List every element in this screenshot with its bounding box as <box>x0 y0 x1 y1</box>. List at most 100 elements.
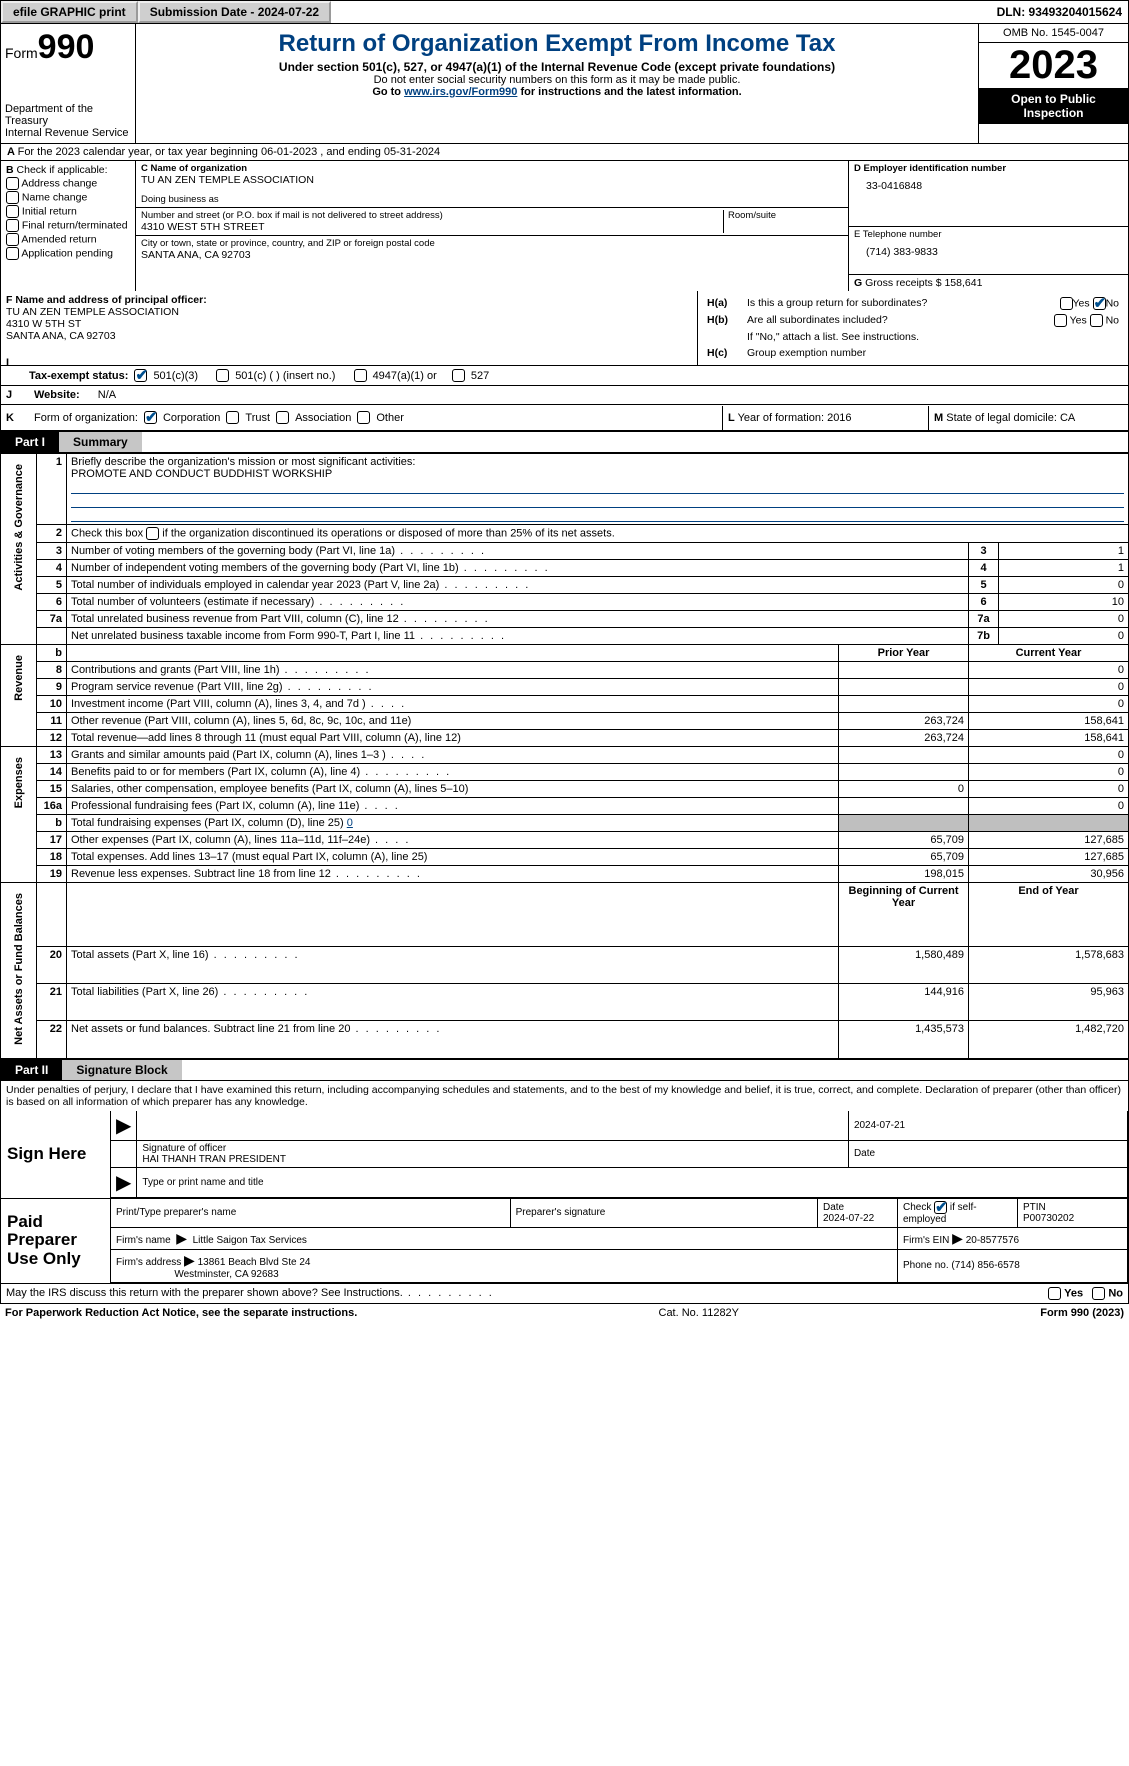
c11: 158,641 <box>969 713 1129 730</box>
city-state-zip: SANTA ANA, CA 92703 <box>141 249 843 261</box>
phone-label: E Telephone number <box>854 229 1123 240</box>
c15: 0 <box>969 781 1129 798</box>
c13: 0 <box>969 747 1129 764</box>
paperwork-notice: For Paperwork Reduction Act Notice, see … <box>5 1307 357 1319</box>
line2-checkbox[interactable] <box>146 527 159 540</box>
sign-date: 2024-07-21 <box>848 1111 1127 1141</box>
501c3-checkbox[interactable] <box>134 369 147 382</box>
may-irs-yes-checkbox[interactable] <box>1048 1287 1061 1300</box>
ha-no-checkbox[interactable] <box>1093 297 1106 310</box>
dln: DLN: 93493204015624 <box>991 3 1128 21</box>
ha-yes-checkbox[interactable] <box>1060 297 1073 310</box>
p22: 1,435,573 <box>839 1021 969 1058</box>
c-name-label: C Name of organization <box>141 163 247 174</box>
dept-treasury: Department of the Treasury Internal Reve… <box>5 103 131 139</box>
org-name: TU AN ZEN TEMPLE ASSOCIATION <box>141 174 843 186</box>
firm-phone: (714) 856-6578 <box>951 1260 1019 1271</box>
p20: 1,580,489 <box>839 946 969 983</box>
ptin: P00730202 <box>1023 1213 1074 1224</box>
c19: 30,956 <box>969 866 1129 883</box>
year-formation: Year of formation: 2016 <box>738 412 852 424</box>
subtitle-1: Under section 501(c), 527, or 4947(a)(1)… <box>142 60 972 74</box>
val-7a: 0 <box>999 611 1129 628</box>
val-4: 1 <box>999 560 1129 577</box>
val-5: 0 <box>999 577 1129 594</box>
h-c-label: Group exemption number <box>745 346 1121 360</box>
other-checkbox[interactable] <box>357 411 370 424</box>
signature-block: Sign Here ▶ 2024-07-21 Signature of offi… <box>0 1111 1129 1284</box>
firm-addr1: 13861 Beach Blvd Ste 24 <box>198 1257 311 1268</box>
firm-ein: 20-8577576 <box>966 1235 1019 1246</box>
form-header: Form990 Department of the Treasury Inter… <box>0 24 1129 144</box>
527-checkbox[interactable] <box>452 369 465 382</box>
fundraising-link[interactable]: 0 <box>347 817 353 829</box>
c16a: 0 <box>969 798 1129 815</box>
subtitle-2: Do not enter social security numbers on … <box>142 74 972 86</box>
hb-yes-checkbox[interactable] <box>1054 314 1067 327</box>
ein-value: 33-0416848 <box>854 174 1123 192</box>
hdr-beg: Beginning of Current Year <box>839 883 969 947</box>
hb-no-checkbox[interactable] <box>1090 314 1103 327</box>
p15: 0 <box>839 781 969 798</box>
state-domicile: State of legal domicile: CA <box>946 412 1075 424</box>
form-number: Form990 <box>5 28 131 67</box>
tax-exempt-row: I Tax-exempt status: 501(c)(3) 501(c) ( … <box>0 366 1129 386</box>
form-title: Return of Organization Exempt From Incom… <box>142 30 972 58</box>
side-expenses: Expenses <box>13 749 25 816</box>
p17: 65,709 <box>839 832 969 849</box>
efile-button[interactable]: efile GRAPHIC print <box>1 1 138 23</box>
part-1-header: Part I Summary <box>0 431 1129 453</box>
sign-here-label: Sign Here <box>1 1111 111 1198</box>
footer: For Paperwork Reduction Act Notice, see … <box>0 1304 1129 1322</box>
c10: 0 <box>969 696 1129 713</box>
form-org-row: K Form of organization: Corporation Trus… <box>0 405 1129 431</box>
c8: 0 <box>969 662 1129 679</box>
val-3: 1 <box>999 543 1129 560</box>
officer-label: F Name and address of principal officer: <box>6 294 207 306</box>
line-1-label: Briefly describe the organization's miss… <box>71 456 415 468</box>
c18: 127,685 <box>969 849 1129 866</box>
officer-name: TU AN ZEN TEMPLE ASSOCIATION <box>6 306 179 318</box>
gross-receipts: 158,641 <box>944 277 982 289</box>
val-6: 10 <box>999 594 1129 611</box>
addr-label: Number and street (or P.O. box if mail i… <box>141 210 723 221</box>
hdr-prior: Prior Year <box>839 645 969 662</box>
print-name-label: Print/Type preparer's name <box>111 1199 510 1228</box>
city-label: City or town, state or province, country… <box>141 238 843 249</box>
open-public: Open to Public Inspection <box>979 88 1128 124</box>
subtitle-3: Go to www.irs.gov/Form990 for instructio… <box>142 86 972 98</box>
4947-checkbox[interactable] <box>354 369 367 382</box>
side-netassets: Net Assets or Fund Balances <box>13 885 25 1053</box>
c21: 95,963 <box>969 984 1129 1021</box>
officer-addr1: 4310 W 5TH ST <box>6 318 81 330</box>
p18: 65,709 <box>839 849 969 866</box>
officer-signature: HAI THANH TRAN PRESIDENT <box>142 1154 286 1165</box>
p12: 263,724 <box>839 730 969 747</box>
prep-sig-label: Preparer's signature <box>510 1199 817 1228</box>
may-irs-no-checkbox[interactable] <box>1092 1287 1105 1300</box>
h-a-label: Is this a group return for subordinates? <box>745 296 1009 311</box>
c14: 0 <box>969 764 1129 781</box>
line-a: A For the 2023 calendar year, or tax yea… <box>0 144 1129 161</box>
top-bar: efile GRAPHIC print Submission Date - 20… <box>0 0 1129 24</box>
entity-info-grid: B Check if applicable: Address change Na… <box>0 161 1129 291</box>
self-employed-checkbox[interactable] <box>934 1201 947 1214</box>
website-value: N/A <box>98 389 116 401</box>
501c-checkbox[interactable] <box>216 369 229 382</box>
ein-label: D Employer identification number <box>854 163 1006 174</box>
val-7b: 0 <box>999 628 1129 645</box>
h-b-note: If "No," attach a list. See instructions… <box>745 330 1121 344</box>
irs-link[interactable]: www.irs.gov/Form990 <box>404 86 517 98</box>
website-row: J Website: N/A <box>0 386 1129 405</box>
p21: 144,916 <box>839 984 969 1021</box>
corp-checkbox[interactable] <box>144 411 157 424</box>
h-b-label: Are all subordinates included? <box>745 313 1009 328</box>
p19: 198,015 <box>839 866 969 883</box>
trust-checkbox[interactable] <box>226 411 239 424</box>
assoc-checkbox[interactable] <box>276 411 289 424</box>
firm-addr2: Westminster, CA 92683 <box>174 1269 278 1280</box>
omb-number: OMB No. 1545-0047 <box>979 24 1128 43</box>
side-revenue: Revenue <box>13 647 25 709</box>
tax-year: 2023 <box>979 43 1128 88</box>
cat-no: Cat. No. 11282Y <box>357 1307 1040 1319</box>
